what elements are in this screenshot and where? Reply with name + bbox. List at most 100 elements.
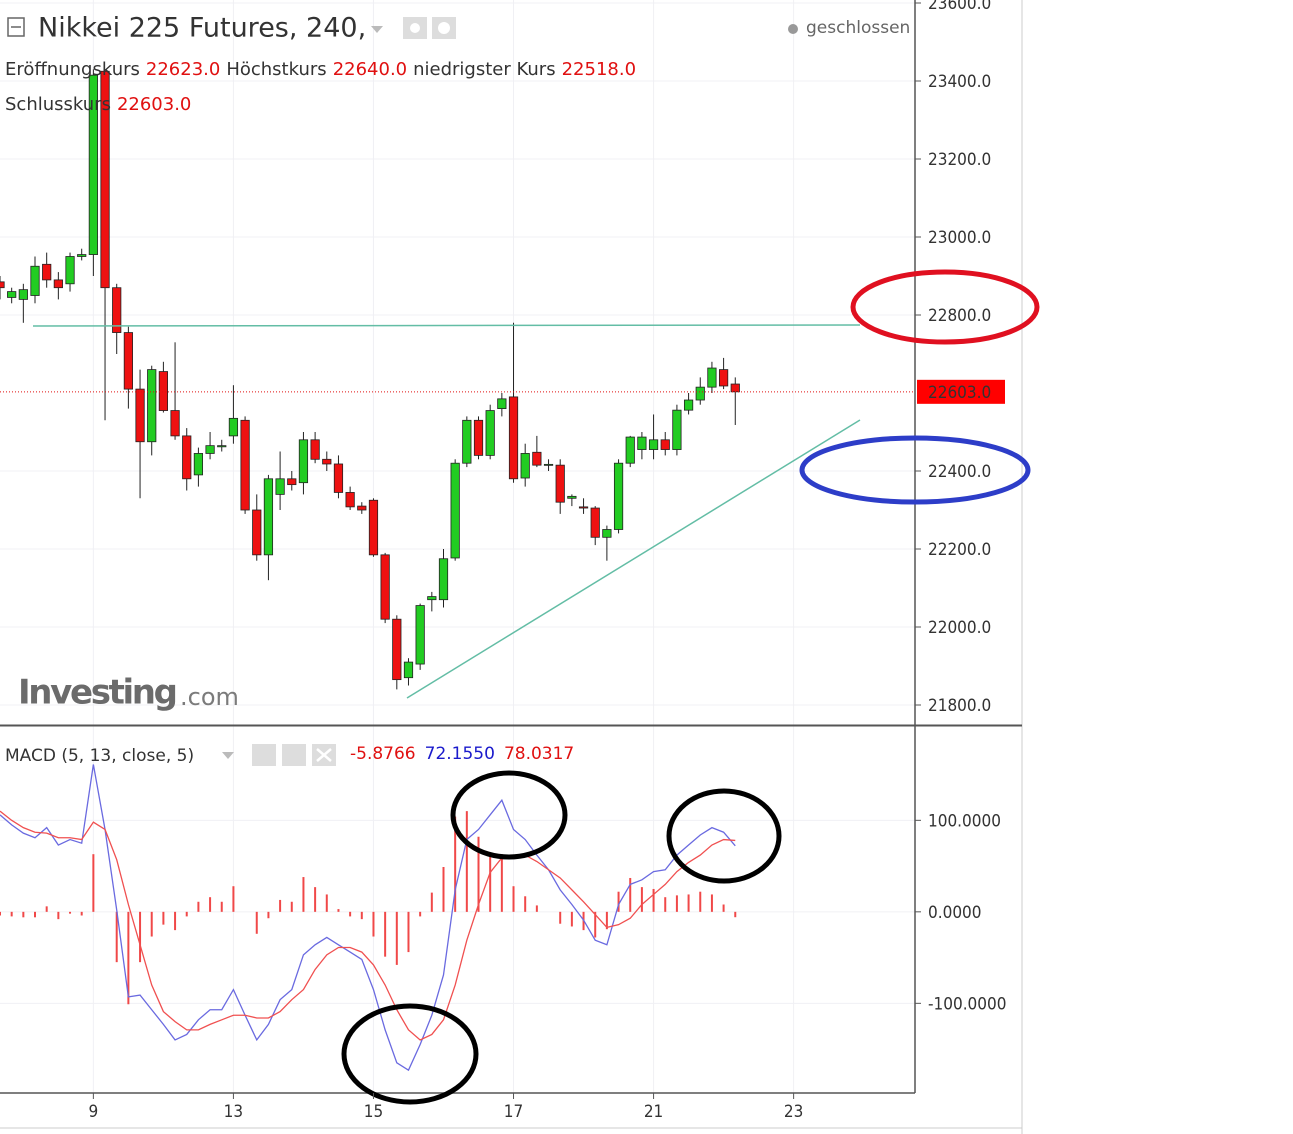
- candle-body: [170, 410, 180, 437]
- legend-label: Höchstkurs: [226, 59, 327, 80]
- candle-body: [695, 386, 705, 401]
- chart-title: Nikkei 225 Futures, 240,: [38, 13, 366, 44]
- macd-line: [0, 810, 736, 1041]
- status-text: geschlossen: [806, 18, 910, 38]
- settings-icon-gear: [438, 22, 450, 34]
- watermark-suffix: .com: [180, 683, 239, 711]
- watermark: Investing: [18, 673, 178, 713]
- candle-body: [263, 478, 274, 556]
- indicator-values: -5.8766 72.1550 78.0317: [350, 744, 583, 764]
- annotation-ellipse: [850, 269, 1040, 345]
- candle-body: [730, 383, 740, 393]
- candle-body: [77, 254, 87, 257]
- candle-body: [100, 70, 110, 289]
- candle-body: [333, 463, 344, 493]
- candle-body: [485, 410, 495, 456]
- indicator-title: MACD (5, 13, close, 5): [5, 746, 194, 766]
- candle-body: [567, 495, 577, 499]
- x-tick-label: 9: [89, 1102, 99, 1122]
- y-tick-label: 23000.0: [928, 228, 991, 248]
- legend-value: 22518.0: [561, 59, 637, 80]
- candle-body: [147, 369, 157, 443]
- candle-body: [660, 439, 670, 450]
- status-dot: [788, 24, 798, 34]
- macd-line: [0, 764, 736, 1072]
- candle-body: [298, 439, 309, 484]
- candle-body: [637, 436, 647, 450]
- candle-body: [0, 281, 5, 289]
- last-price-label: 22603.0: [928, 383, 991, 403]
- trend-line: [406, 419, 861, 699]
- candle-body: [322, 458, 332, 465]
- indicator-value: -5.8766: [350, 744, 416, 764]
- y-tick-label: 0.0000: [928, 903, 982, 923]
- candle-body: [683, 399, 694, 411]
- annotation-circle: [341, 1003, 479, 1105]
- candle-body: [53, 279, 63, 289]
- x-tick-label: 23: [784, 1102, 803, 1122]
- candle-body: [392, 618, 402, 681]
- x-tick-label: 15: [364, 1102, 383, 1122]
- candle-body: [380, 554, 390, 620]
- candle-body: [18, 289, 28, 300]
- dropdown-arrow[interactable]: [371, 26, 383, 33]
- legend-label: Eröffnungskurs: [5, 59, 140, 80]
- legend-value: 22640.0: [332, 59, 408, 80]
- candle-body: [625, 436, 635, 464]
- candle-body: [7, 291, 17, 298]
- candle-body: [543, 463, 554, 466]
- candle-body: [648, 439, 659, 450]
- candle-body: [718, 369, 729, 387]
- candle-body: [578, 506, 589, 509]
- candle-body: [415, 605, 425, 665]
- candle-body: [438, 558, 449, 601]
- annotation-circle: [450, 770, 568, 860]
- candle-body: [473, 419, 484, 456]
- candle-body: [193, 453, 204, 476]
- x-tick-label: 21: [644, 1102, 663, 1122]
- candle-body: [602, 529, 612, 538]
- legend-label: niedrigster Kurs: [413, 59, 556, 80]
- candle-body: [613, 462, 624, 530]
- close-icon-cross: [316, 748, 332, 762]
- candle-body: [497, 398, 507, 409]
- candle-body: [205, 445, 215, 454]
- y-tick-label: 23200.0: [928, 150, 991, 170]
- y-tick-label: 23400.0: [928, 72, 991, 92]
- collapse-icon[interactable]: [7, 17, 25, 37]
- candle-body: [357, 505, 367, 511]
- x-tick-label: 17: [504, 1102, 523, 1122]
- candle-body: [368, 499, 379, 556]
- resistance-line: [32, 324, 861, 327]
- x-tick-label: 13: [224, 1102, 243, 1122]
- candle-body: [275, 478, 285, 495]
- candle-body: [252, 509, 262, 556]
- candle-body: [112, 287, 122, 333]
- eye-icon-pupil: [410, 23, 420, 33]
- candle-body: [672, 409, 682, 450]
- candle-body: [217, 445, 227, 448]
- candle-body: [462, 419, 472, 464]
- settings-icon[interactable]: [282, 744, 306, 766]
- candle-body: [30, 265, 40, 296]
- candle-body: [450, 462, 460, 559]
- dropdown-arrow[interactable]: [222, 752, 234, 759]
- legend-value: 22603.0: [116, 94, 192, 115]
- y-tick-label: 22000.0: [928, 618, 991, 638]
- annotation-circle: [666, 788, 782, 884]
- candle-body: [590, 507, 600, 538]
- eye-icon[interactable]: [252, 744, 276, 766]
- candle-body: [88, 74, 98, 255]
- y-tick-label: 22200.0: [928, 540, 991, 560]
- candle-body: [508, 396, 519, 480]
- legend-label: Schlusskurs: [5, 94, 111, 115]
- candle-body: [520, 453, 530, 479]
- candle-body: [135, 388, 145, 443]
- candle-body: [240, 419, 250, 511]
- candle-body: [65, 256, 75, 285]
- y-tick-label: 22800.0: [928, 306, 991, 326]
- legend-value: 22623.0: [145, 59, 221, 80]
- indicator-value: 78.0317: [503, 744, 575, 764]
